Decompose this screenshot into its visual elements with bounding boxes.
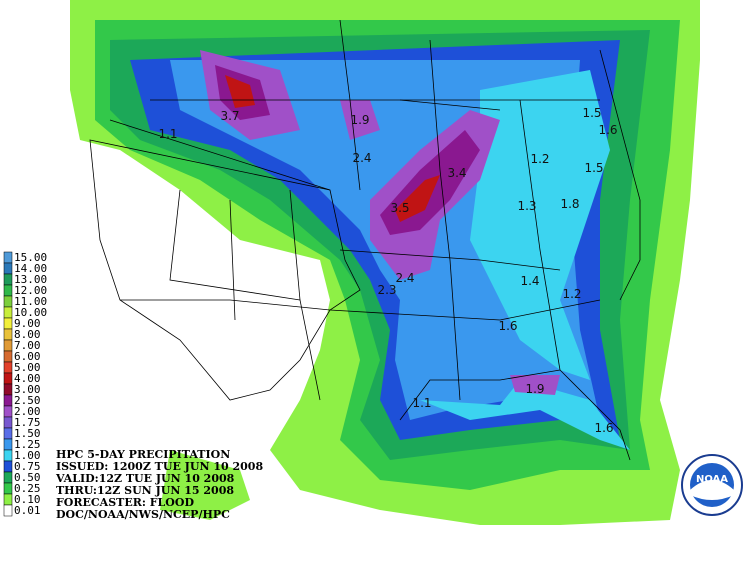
legend-label: 7.00	[14, 339, 41, 352]
legend-swatch	[3, 361, 13, 374]
legend-label: 12.00	[14, 284, 47, 297]
legend-swatch	[3, 416, 13, 429]
legend-swatch	[3, 273, 13, 286]
legend-label: 3.00	[14, 383, 41, 396]
boundaries	[89, 19, 641, 461]
legend-label: 11.00	[14, 295, 47, 308]
legend-swatch	[3, 449, 13, 462]
legend-swatch	[3, 493, 13, 506]
legend-label: 0.75	[14, 460, 41, 473]
legend-label: 9.00	[14, 317, 41, 330]
legend-swatch	[3, 339, 13, 352]
legend-label: 4.00	[14, 372, 41, 385]
legend-label: 0.10	[14, 493, 41, 506]
legend-swatch	[3, 262, 13, 275]
legend-label: 15.00	[14, 251, 47, 264]
legend-swatch	[3, 482, 13, 495]
point-label: 1.9	[525, 382, 544, 396]
point-label: 2.3	[377, 283, 396, 297]
legend: 15.0014.0013.0012.0011.0010.009.008.007.…	[3, 251, 47, 517]
legend-label: 0.25	[14, 482, 41, 495]
legend-label: 5.00	[14, 361, 41, 374]
legend-label: 1.00	[14, 449, 41, 462]
point-label: 1.4	[520, 274, 539, 288]
legend-swatch	[3, 383, 13, 396]
legend-label: 2.00	[14, 405, 41, 418]
precip-field	[70, 0, 700, 525]
legend-swatch	[3, 251, 13, 264]
info-line: HPC 5-DAY PRECIPITATION	[56, 448, 230, 461]
point-label: 1.5	[584, 161, 603, 175]
noaa-logo: NOAA	[681, 454, 743, 516]
info-line: DOC/NOAA/NWS/NCEP/HPC	[56, 508, 230, 521]
info-line: ISSUED: 1200Z TUE JUN 10 2008	[56, 460, 263, 473]
point-label: 1.8	[560, 197, 579, 211]
legend-swatch	[3, 405, 13, 418]
point-label: 1.6	[598, 123, 617, 137]
legend-label: 8.00	[14, 328, 41, 341]
legend-swatch	[3, 284, 13, 297]
point-label: 1.1	[412, 396, 431, 410]
point-label: 3.7	[220, 109, 239, 123]
legend-label: 2.50	[14, 394, 41, 407]
legend-swatch	[3, 306, 13, 319]
point-label: 1.6	[594, 421, 613, 435]
point-label: 1.2	[562, 287, 581, 301]
legend-swatch	[3, 471, 13, 484]
point-label: 1.1	[158, 127, 177, 141]
legend-swatch	[3, 394, 13, 407]
point-labels: 3.7 1.1 1.9 2.4 3.4 3.5 2.4 2.3 1.5 1.6 …	[158, 106, 617, 435]
legend-swatch	[3, 460, 13, 473]
legend-swatch	[3, 328, 13, 341]
point-label: 1.3	[517, 199, 536, 213]
info-line: VALID:12Z TUE JUN 10 2008	[55, 472, 235, 485]
legend-label: 0.01	[14, 504, 41, 517]
legend-label: 10.00	[14, 306, 47, 319]
legend-label: 13.00	[14, 273, 47, 286]
point-label: 2.4	[395, 271, 414, 285]
point-label: 1.5	[582, 106, 601, 120]
info-line: THRU:12Z SUN JUN 15 2008	[56, 484, 234, 497]
point-label: 3.5	[390, 201, 409, 215]
legend-label: 1.50	[14, 427, 41, 440]
point-label: 3.4	[447, 166, 466, 180]
legend-swatch	[3, 438, 13, 451]
logo-text: NOAA	[696, 474, 728, 485]
legend-swatch	[3, 427, 13, 440]
point-label: 1.2	[530, 152, 549, 166]
legend-swatch	[3, 372, 13, 385]
legend-label: 1.25	[14, 438, 41, 451]
legend-label: 0.50	[14, 471, 41, 484]
point-label: 1.6	[498, 319, 517, 333]
point-label: 1.9	[350, 113, 369, 127]
legend-swatch	[3, 504, 13, 517]
point-label: 2.4	[352, 151, 371, 165]
legend-swatch	[3, 350, 13, 363]
legend-label: 14.00	[14, 262, 47, 275]
legend-swatch	[3, 317, 13, 330]
info-line: FORECASTER: FLOOD	[56, 496, 194, 509]
legend-swatch	[3, 295, 13, 308]
info-block: HPC 5-DAY PRECIPITATION ISSUED: 1200Z TU…	[55, 448, 263, 521]
legend-label: 1.75	[14, 416, 41, 429]
legend-label: 6.00	[14, 350, 41, 363]
